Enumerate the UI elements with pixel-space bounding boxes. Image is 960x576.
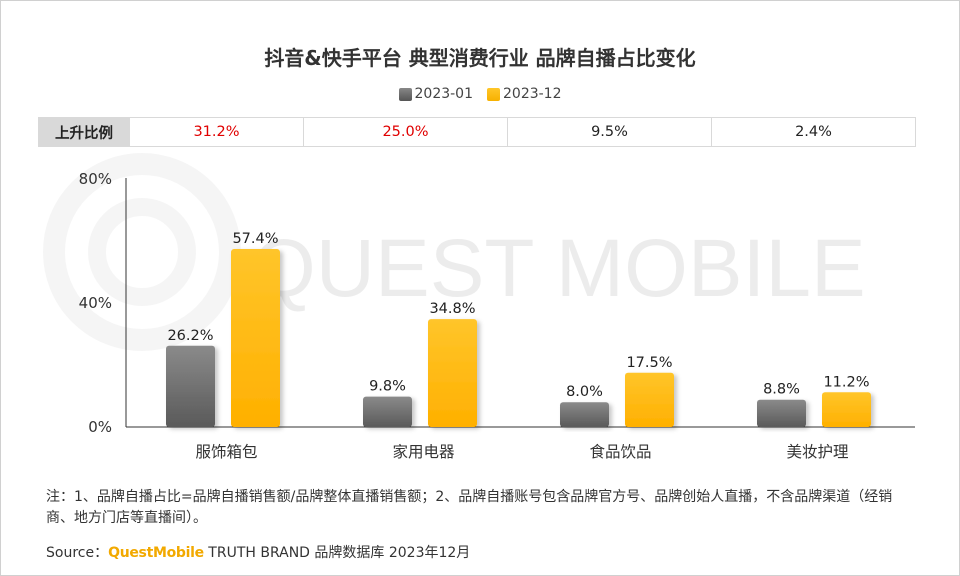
data-label: 57.4% bbox=[232, 231, 278, 247]
data-label: 8.0% bbox=[566, 384, 603, 400]
legend-item-2023-01: 2023-01 bbox=[398, 86, 474, 102]
legend-label-2023-12: 2023-12 bbox=[503, 86, 562, 102]
legend: 2023-01 2023-12 bbox=[0, 86, 960, 102]
data-label: 34.8% bbox=[429, 301, 475, 317]
bar-2023-01-美妆护理 bbox=[757, 399, 806, 427]
footnote: 注：1、品牌自播占比=品牌自播销售额/品牌整体直播销售额；2、品牌自播账号包含品… bbox=[46, 489, 893, 526]
bar-2023-01-食品饮品 bbox=[560, 402, 609, 427]
legend-item-2023-12: 2023-12 bbox=[487, 86, 562, 102]
watermark-text: QUEST MOBILE bbox=[252, 223, 866, 314]
bars-group: 26.2% 57.4% 服饰箱包 9.8% 34.8% 家用电器 8.0% 17.5% 食品饮品… bbox=[166, 231, 871, 461]
legend-label-2023-01: 2023-01 bbox=[414, 86, 474, 102]
bar-2023-01-服饰箱包 bbox=[166, 345, 215, 427]
increase-ratio-cell: 9.5% bbox=[507, 117, 712, 147]
increase-ratio-cell: 25.0% bbox=[303, 117, 508, 147]
bar-2023-12-美妆护理 bbox=[822, 392, 871, 427]
bar-2023-12-服饰箱包 bbox=[231, 249, 280, 427]
increase-ratio-header: 上升比例 bbox=[38, 117, 130, 147]
data-label: 8.8% bbox=[763, 382, 800, 398]
data-label: 26.2% bbox=[167, 328, 213, 344]
data-label: 17.5% bbox=[626, 355, 672, 371]
data-label: 11.2% bbox=[823, 374, 869, 390]
bar-2023-01-家用电器 bbox=[363, 396, 412, 427]
increase-ratio-cell: 31.2% bbox=[129, 117, 304, 147]
watermark-logo-ring bbox=[43, 153, 241, 351]
y-tick-label: 0% bbox=[88, 418, 112, 436]
legend-swatch-grey bbox=[398, 87, 412, 101]
chart-title: 抖音&快手平台 典型消费行业 品牌自播占比变化 bbox=[264, 46, 696, 70]
watermark-logo-ring-inner bbox=[88, 198, 196, 306]
source-label: Source： bbox=[46, 545, 109, 561]
bar-2023-12-家用电器 bbox=[428, 319, 477, 427]
bar-2023-12-食品饮品 bbox=[625, 372, 674, 427]
data-label: 9.8% bbox=[369, 379, 406, 395]
category-label: 家用电器 bbox=[392, 443, 455, 461]
y-tick-label: 40% bbox=[79, 294, 112, 312]
category-label: 美妆护理 bbox=[786, 443, 848, 461]
source-line: Source：QuestMobile TRUTH BRAND 品牌数据库 202… bbox=[46, 542, 470, 562]
source-text: TRUTH BRAND 品牌数据库 2023年12月 bbox=[203, 545, 471, 561]
legend-swatch-gold bbox=[487, 87, 500, 101]
y-tick-label: 80% bbox=[79, 170, 112, 188]
increase-ratio-table: 上升比例 31.2% 25.0% 9.5% 2.4% bbox=[38, 117, 916, 147]
category-label: 服饰箱包 bbox=[195, 443, 257, 461]
increase-ratio-cell: 2.4% bbox=[711, 117, 916, 147]
category-label: 食品饮品 bbox=[589, 443, 651, 461]
questmobile-brand: QuestMobile bbox=[108, 545, 204, 561]
